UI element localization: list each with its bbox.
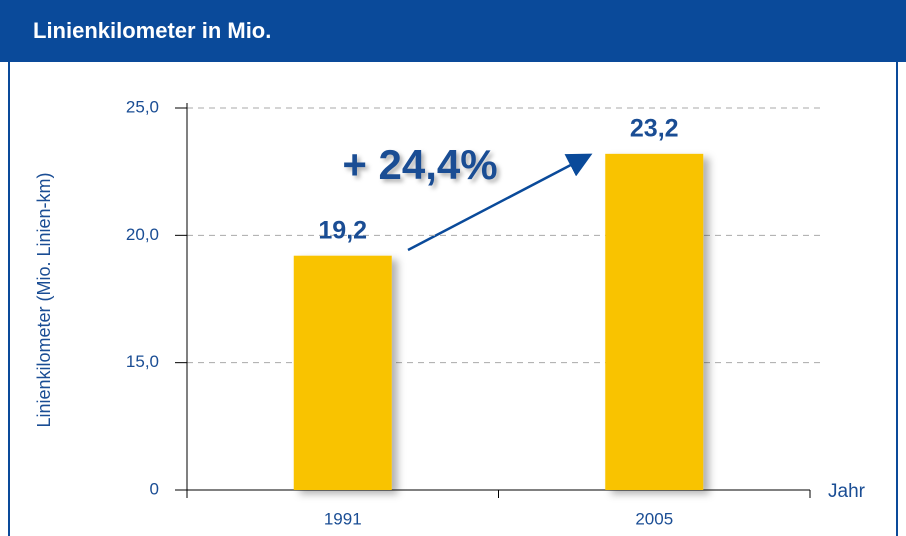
bar: [605, 153, 704, 490]
y-tick-label: 20,0: [126, 225, 159, 244]
x-tick-label: 2005: [635, 509, 673, 528]
header: [0, 0, 906, 62]
bar: [293, 255, 392, 490]
y-tick-label: 0: [150, 479, 159, 498]
y-tick-label: 15,0: [126, 352, 159, 371]
x-axis-label: Jahr: [828, 481, 866, 502]
annotation: + 24,4%: [342, 141, 497, 188]
y-axis-label: Linienkilometer (Mio. Linien-km): [34, 172, 54, 427]
arrow: [407, 153, 593, 252]
data-label: 23,2: [630, 114, 679, 142]
chart-title: Linienkilometer in Mio.: [33, 18, 271, 43]
data-label: 19,2: [318, 216, 367, 244]
x-tick-label: 1991: [324, 509, 362, 528]
y-tick-label: 25,0: [126, 97, 159, 116]
